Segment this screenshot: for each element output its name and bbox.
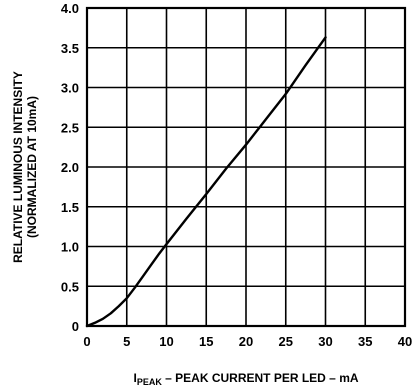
y-tick-label: 0.5 bbox=[61, 279, 79, 294]
grid bbox=[87, 8, 405, 326]
y-tick-label: 3.0 bbox=[61, 81, 79, 96]
x-tick-label: 40 bbox=[398, 334, 412, 349]
y-tick-label: 1.0 bbox=[61, 240, 79, 255]
y-tick-label: 3.5 bbox=[61, 41, 79, 56]
plot-frame bbox=[85, 6, 407, 328]
y-axis-title-line1: RELATIVE LUMINOUS INTENSITY bbox=[11, 71, 25, 263]
x-tick-label: 25 bbox=[279, 334, 293, 349]
x-tick-label: 30 bbox=[318, 334, 332, 349]
y-tick-label: 4.0 bbox=[61, 1, 79, 16]
y-tick-label: 1.5 bbox=[61, 200, 79, 215]
x-tick-label: 10 bbox=[159, 334, 173, 349]
x-tick-label: 15 bbox=[199, 334, 213, 349]
x-tick-label: 20 bbox=[239, 334, 253, 349]
y-axis-title: RELATIVE LUMINOUS INTENSITY (NORMALIZED … bbox=[11, 71, 39, 263]
x-axis-title-subscript: PEAK bbox=[137, 377, 163, 387]
y-axis-ticks: 0 0.5 1.0 1.5 2.0 2.5 3.0 3.5 4.0 bbox=[61, 1, 79, 334]
x-axis-ticks: 0 5 10 15 20 25 30 35 40 bbox=[83, 334, 412, 349]
y-tick-label: 2.5 bbox=[61, 120, 79, 135]
x-axis-title: IPEAK – PEAK CURRENT PER LED – mA bbox=[133, 371, 358, 387]
y-axis-title-line2: (NORMALIZED AT 10mA) bbox=[25, 96, 39, 238]
intensity-curve bbox=[85, 36, 327, 328]
y-tick-label: 0 bbox=[72, 319, 79, 334]
x-tick-label: 0 bbox=[83, 334, 90, 349]
y-tick-label: 2.0 bbox=[61, 160, 79, 175]
x-tick-label: 35 bbox=[358, 334, 372, 349]
x-tick-label: 5 bbox=[123, 334, 130, 349]
